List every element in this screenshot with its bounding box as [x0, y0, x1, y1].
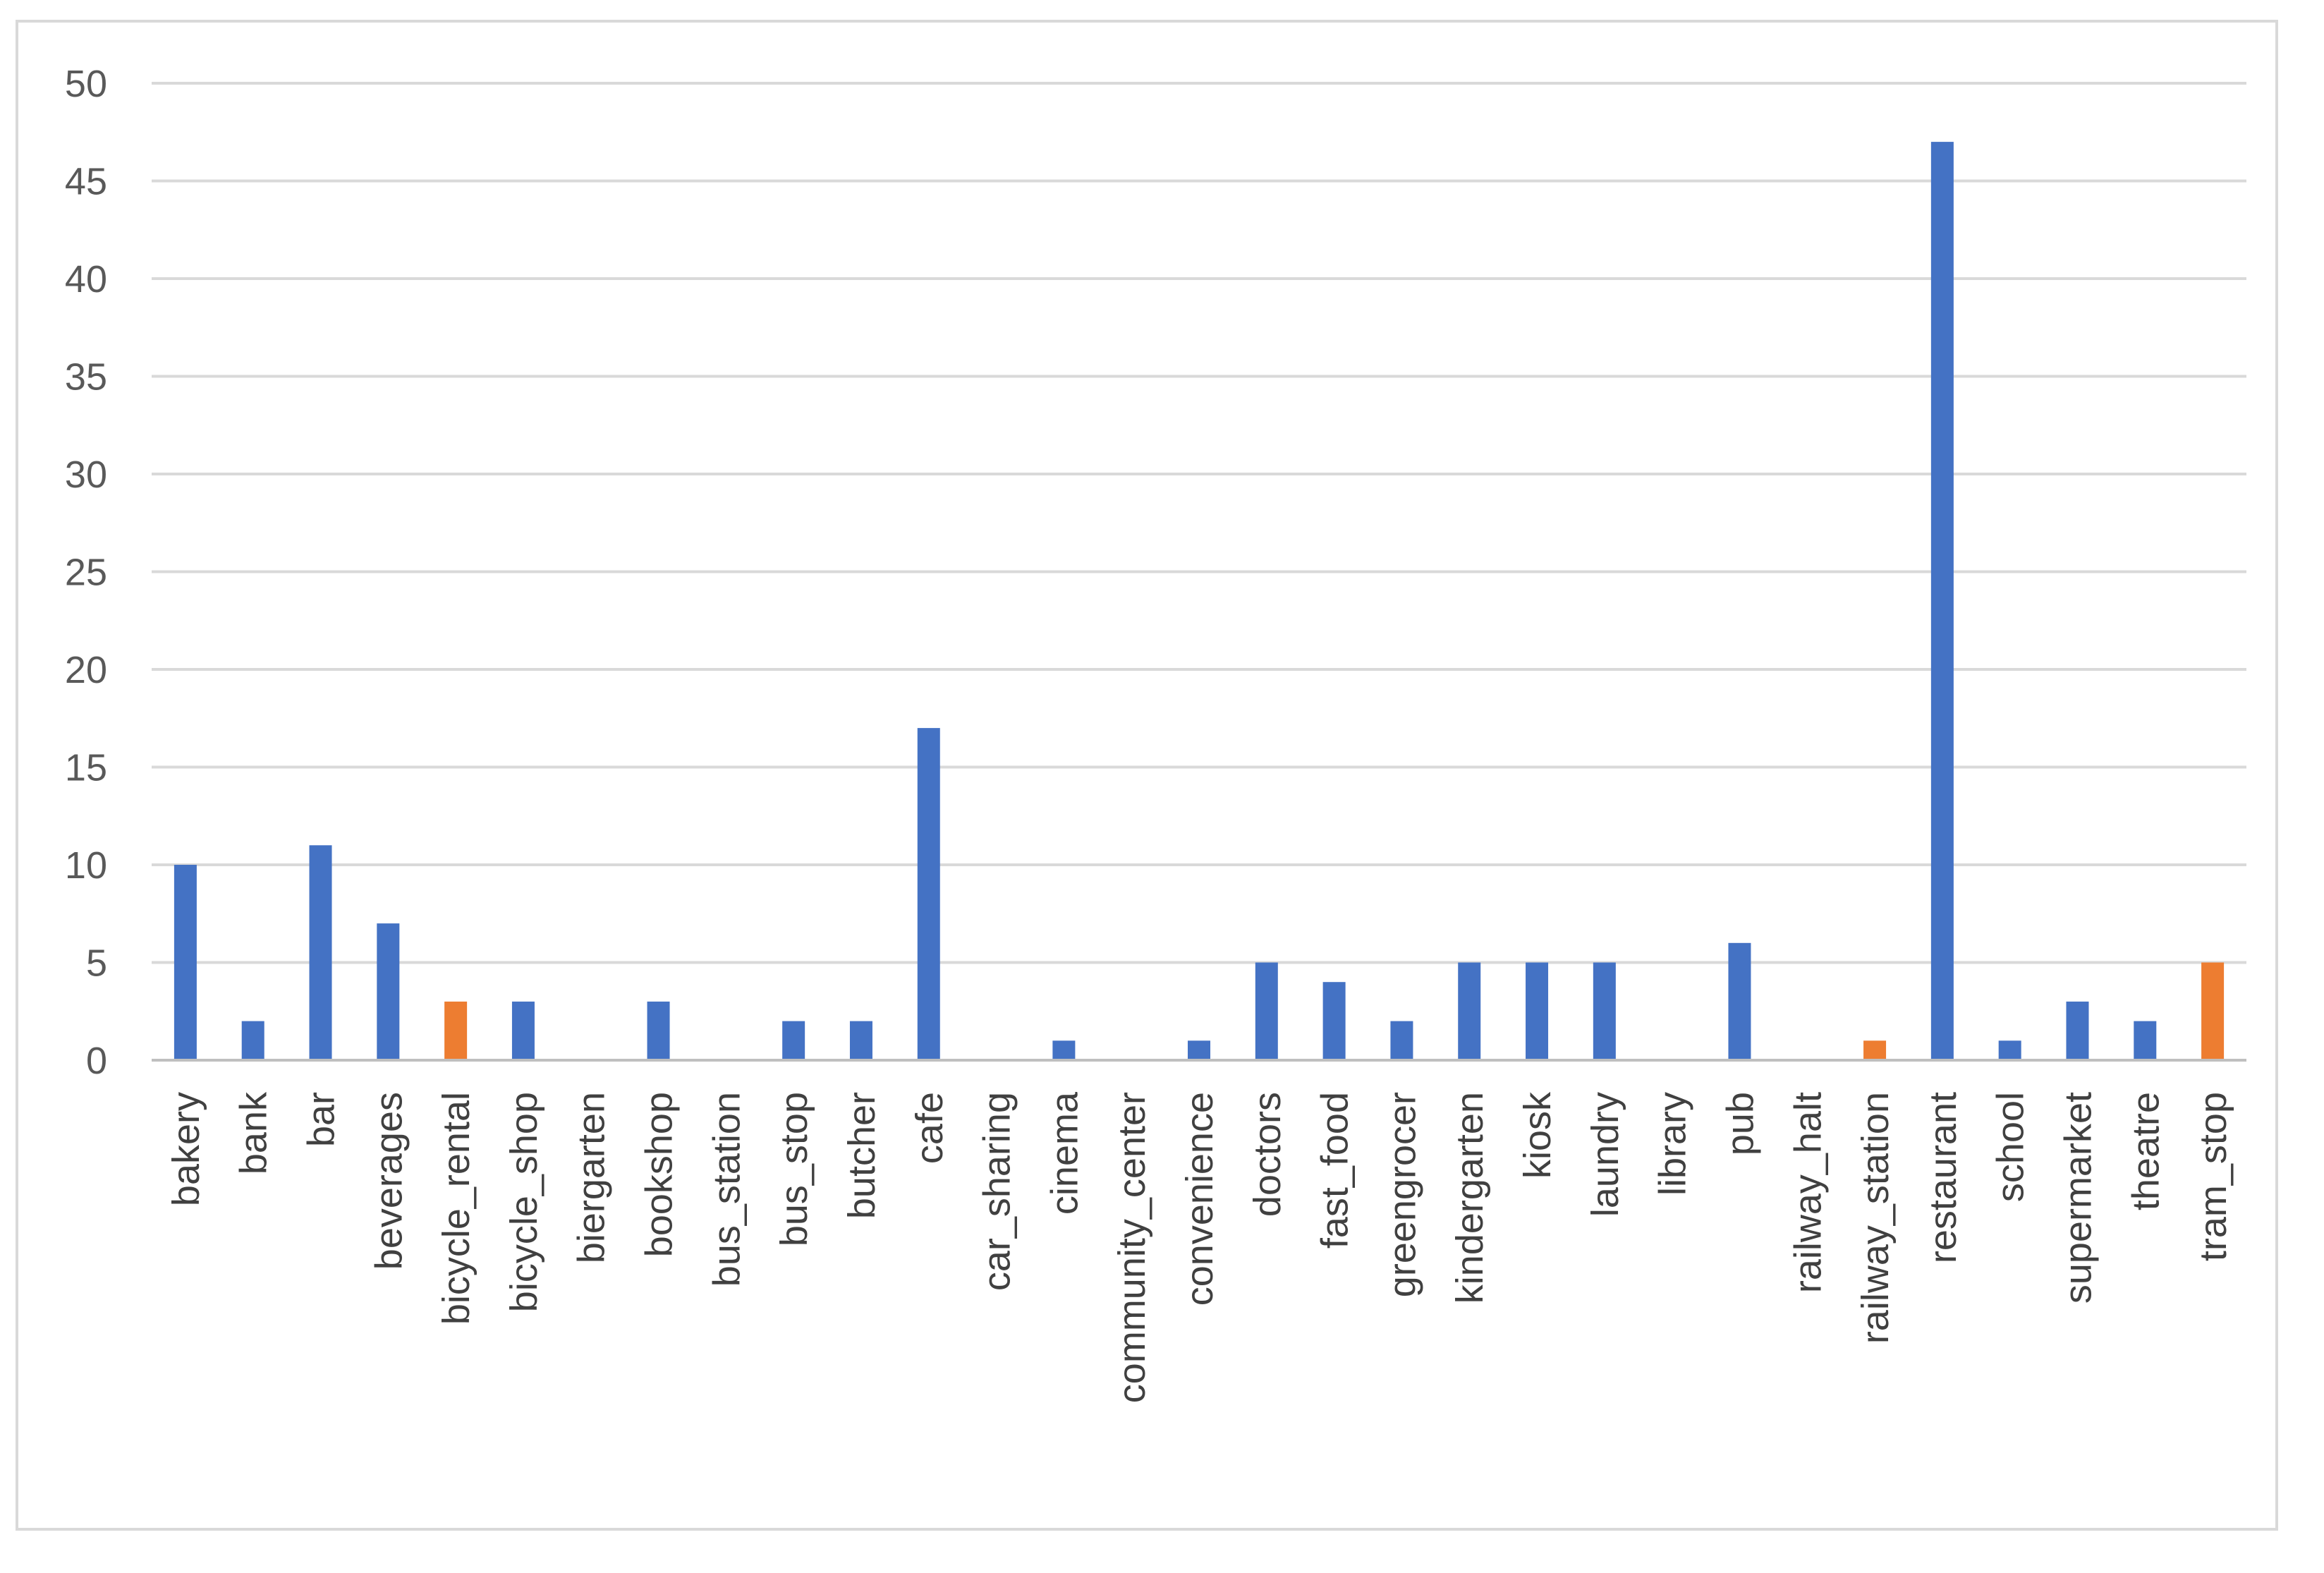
- gridlines: [152, 82, 2246, 964]
- x-tick-label: railway_halt: [1787, 1092, 1829, 1293]
- x-axis-labels: bakery bank bar beverages bicycle_rental bicy…: [165, 1091, 2234, 1403]
- y-tick-label: 5: [86, 942, 107, 985]
- bar-bicycle-rental: [444, 1001, 468, 1060]
- bar-theatre: [2134, 1021, 2157, 1060]
- x-tick-label: bookshop: [638, 1092, 681, 1257]
- bar-kindergarten: [1458, 962, 1481, 1060]
- y-tick-label: 35: [65, 356, 107, 399]
- x-tick-label: convenience: [1179, 1092, 1221, 1306]
- bar-pub: [1728, 942, 1751, 1060]
- bar-cinema: [1052, 1040, 1076, 1060]
- x-tick-label: bicycle_shop: [503, 1092, 545, 1312]
- y-tick-label: 45: [65, 161, 107, 203]
- y-tick-label: 0: [86, 1040, 107, 1082]
- bars: [174, 142, 2225, 1061]
- y-tick-label: 30: [65, 454, 107, 496]
- x-tick-label: beverages: [367, 1092, 410, 1270]
- x-tick-label: tram_stop: [2192, 1092, 2234, 1261]
- y-axis-ticks: 0 5 10 15 20 25 30 35 40 45 50: [65, 63, 107, 1082]
- y-tick-label: 15: [65, 747, 107, 789]
- bar-fast-food: [1322, 982, 1346, 1060]
- y-tick-label: 20: [65, 649, 107, 691]
- y-tick-label: 25: [65, 552, 107, 594]
- x-tick-label: library: [1652, 1092, 1694, 1196]
- bar-bakery: [174, 865, 197, 1060]
- bar-bar: [309, 845, 332, 1060]
- bar-bus-stop: [782, 1021, 805, 1060]
- x-tick-label: bus_station: [705, 1092, 748, 1287]
- bar-supermarket: [2066, 1001, 2089, 1060]
- bar-bookshop: [647, 1001, 670, 1060]
- bar-convenience: [1188, 1040, 1210, 1060]
- x-tick-label: school: [1990, 1092, 2032, 1202]
- x-tick-label: bar: [300, 1092, 343, 1147]
- x-tick-label: bank: [233, 1091, 275, 1174]
- bar-doctors: [1255, 962, 1278, 1060]
- x-tick-label: doctors: [1246, 1092, 1289, 1217]
- bar-restaurant: [1930, 142, 1954, 1061]
- bar-bicycle-shop: [511, 1001, 535, 1060]
- bar-beverages: [377, 923, 400, 1060]
- x-tick-label: bicycle_rental: [435, 1092, 477, 1325]
- bar-laundry: [1593, 962, 1616, 1060]
- x-tick-label: cinema: [1043, 1091, 1085, 1215]
- chart-frame: [16, 20, 2278, 1531]
- x-tick-label: pub: [1719, 1092, 1761, 1155]
- bar-tram-stop: [2201, 962, 2225, 1060]
- y-tick-label: 50: [65, 63, 107, 105]
- bar-greengrocer: [1390, 1021, 1413, 1060]
- x-tick-label: community_center: [1111, 1092, 1153, 1403]
- x-tick-label: greengrocer: [1381, 1092, 1423, 1297]
- x-tick-label: fast_food: [1314, 1092, 1356, 1249]
- x-tick-label: bakery: [165, 1092, 207, 1206]
- x-tick-label: railway_station: [1854, 1092, 1897, 1344]
- x-tick-label: car_sharing: [976, 1092, 1018, 1291]
- x-tick-label: cafe: [908, 1092, 951, 1164]
- x-tick-label: restaurant: [1922, 1092, 1964, 1263]
- bar-school: [1998, 1040, 2021, 1060]
- y-tick-label: 40: [65, 258, 107, 300]
- x-tick-label: theatre: [2124, 1092, 2167, 1210]
- y-tick-label: 10: [65, 844, 107, 887]
- x-tick-label: kindergarten: [1449, 1092, 1491, 1304]
- x-tick-label: biergarten: [571, 1092, 613, 1263]
- x-tick-label: laundry: [1584, 1092, 1626, 1217]
- bar-bank: [241, 1021, 264, 1060]
- x-tick-label: kiosk: [1516, 1091, 1559, 1179]
- bar-kiosk: [1526, 962, 1549, 1060]
- x-tick-label: supermarket: [2057, 1092, 2099, 1304]
- x-tick-label: bus_stop: [773, 1092, 815, 1246]
- bar-butcher: [849, 1021, 872, 1060]
- x-tick-label: butcher: [841, 1092, 883, 1219]
- bar-cafe: [917, 728, 940, 1060]
- bar-railway-station: [1863, 1040, 1887, 1060]
